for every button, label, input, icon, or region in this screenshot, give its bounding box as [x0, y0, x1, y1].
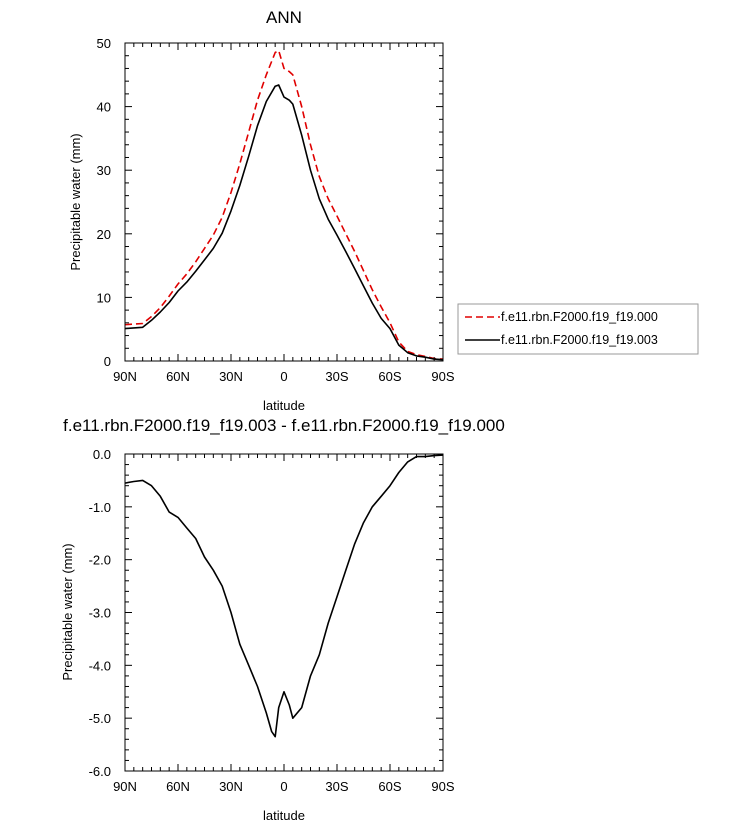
top-chart-title: ANN [266, 8, 302, 27]
bottom-chart-ytick-label: -5.0 [89, 711, 111, 726]
top-chart-ytick-label: 0 [104, 354, 111, 369]
bottom-chart-ytick-label: -1.0 [89, 500, 111, 515]
top-chart-xtick-label: 30N [219, 369, 243, 384]
top-chart-xlabel: latitude [263, 398, 305, 413]
top-chart-ytick-label: 40 [97, 100, 111, 115]
top-chart-ytick-label: 30 [97, 163, 111, 178]
top-chart-ylabel: Precipitable water (mm) [68, 133, 83, 270]
legend-label-series-0: f.e11.rbn.F2000.f19_f19.000 [501, 310, 658, 324]
top-chart-xtick-label: 90S [431, 369, 454, 384]
bottom-chart-ytick-label: -6.0 [89, 764, 111, 779]
top-chart-xtick-label: 0 [280, 369, 287, 384]
top-chart-ytick-label: 20 [97, 227, 111, 242]
bottom-chart-ytick-label: -2.0 [89, 553, 111, 568]
top-chart-xtick-label: 30S [325, 369, 348, 384]
top-chart-xtick-label: 60N [166, 369, 190, 384]
bottom-chart-title: f.e11.rbn.F2000.f19_f19.003 - f.e11.rbn.… [63, 416, 505, 435]
bottom-chart-xtick-label: 90S [431, 779, 454, 794]
bottom-chart-ytick-label: -3.0 [89, 606, 111, 621]
bottom-chart-ylabel: Precipitable water (mm) [60, 543, 75, 680]
top-chart-xtick-label: 60S [378, 369, 401, 384]
bottom-chart-xtick-label: 30N [219, 779, 243, 794]
top-chart-xtick-label: 90N [113, 369, 137, 384]
bottom-chart-series-line-0 [124, 454, 444, 738]
bottom-chart-xlabel: latitude [263, 808, 305, 823]
top-chart-plot-frame [124, 42, 444, 362]
top-chart-ytick-label: 10 [97, 290, 111, 305]
bottom-chart-xtick-label: 30S [325, 779, 348, 794]
top-chart-series-line-1 [124, 84, 444, 361]
legend-box [457, 303, 699, 355]
bottom-chart-xtick-label: 60S [378, 779, 401, 794]
bottom-chart-ytick-label: -4.0 [89, 658, 111, 673]
bottom-chart-ytick-label: 0.0 [93, 447, 111, 462]
top-chart-series-line-0 [124, 49, 444, 360]
legend-label-series-1: f.e11.rbn.F2000.f19_f19.003 [501, 333, 658, 347]
bottom-chart-plot-frame [124, 453, 444, 772]
top-chart-panel: ANN 90N 60N 30N 0 30S 60S 90S 0 10 20 30 40 50 latit… [68, 8, 699, 413]
bottom-chart-panel: f.e11.rbn.F2000.f19_f19.003 - f.e11.rbn.… [60, 416, 505, 823]
top-chart-legend: f.e11.rbn.F2000.f19_f19.000 f.e11.rbn.F2… [457, 303, 699, 355]
bottom-chart-xtick-label: 0 [280, 779, 287, 794]
bottom-chart-xtick-label: 90N [113, 779, 137, 794]
bottom-chart-xtick-label: 60N [166, 779, 190, 794]
top-chart-ytick-label: 50 [97, 36, 111, 51]
